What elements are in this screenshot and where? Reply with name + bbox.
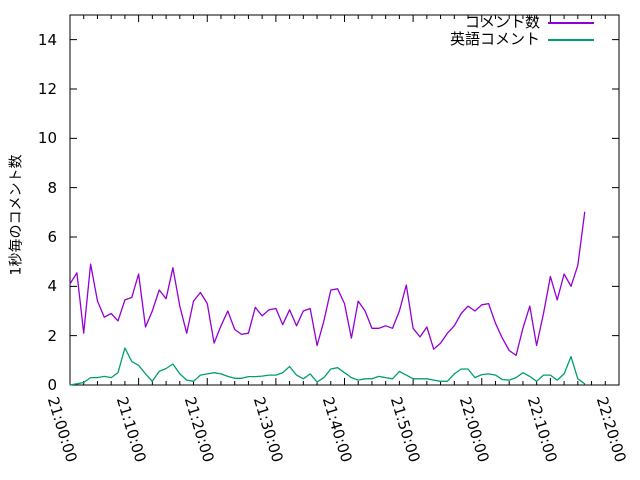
y-tick-label: 10 [37, 129, 57, 148]
legend-item-1: 英語コメント [450, 31, 594, 48]
y-tick-label: 2 [47, 326, 57, 345]
legend-label: 英語コメント [449, 30, 540, 48]
y-tick-label: 6 [47, 228, 57, 246]
legend-label: コメント数 [464, 13, 540, 31]
y-axis-title-wrap: 1秒毎のコメント数 [0, 15, 30, 415]
y-tick-label: 4 [47, 277, 57, 296]
legend-item-0: コメント数 [450, 14, 594, 31]
legend-line-sample [548, 21, 594, 24]
y-tick-label: 14 [37, 30, 57, 49]
series-line-1 [69, 347, 586, 386]
y-tick-label: 12 [37, 80, 57, 98]
series-line-0 [69, 211, 586, 357]
legend-line-sample [548, 38, 594, 41]
y-tick-label: 8 [47, 178, 57, 197]
legend: コメント数 英語コメント [450, 14, 594, 48]
y-axis-title: 1秒毎のコメント数 [8, 154, 25, 276]
axes-frame [69, 14, 620, 386]
y-tick-label: 0 [47, 376, 57, 394]
